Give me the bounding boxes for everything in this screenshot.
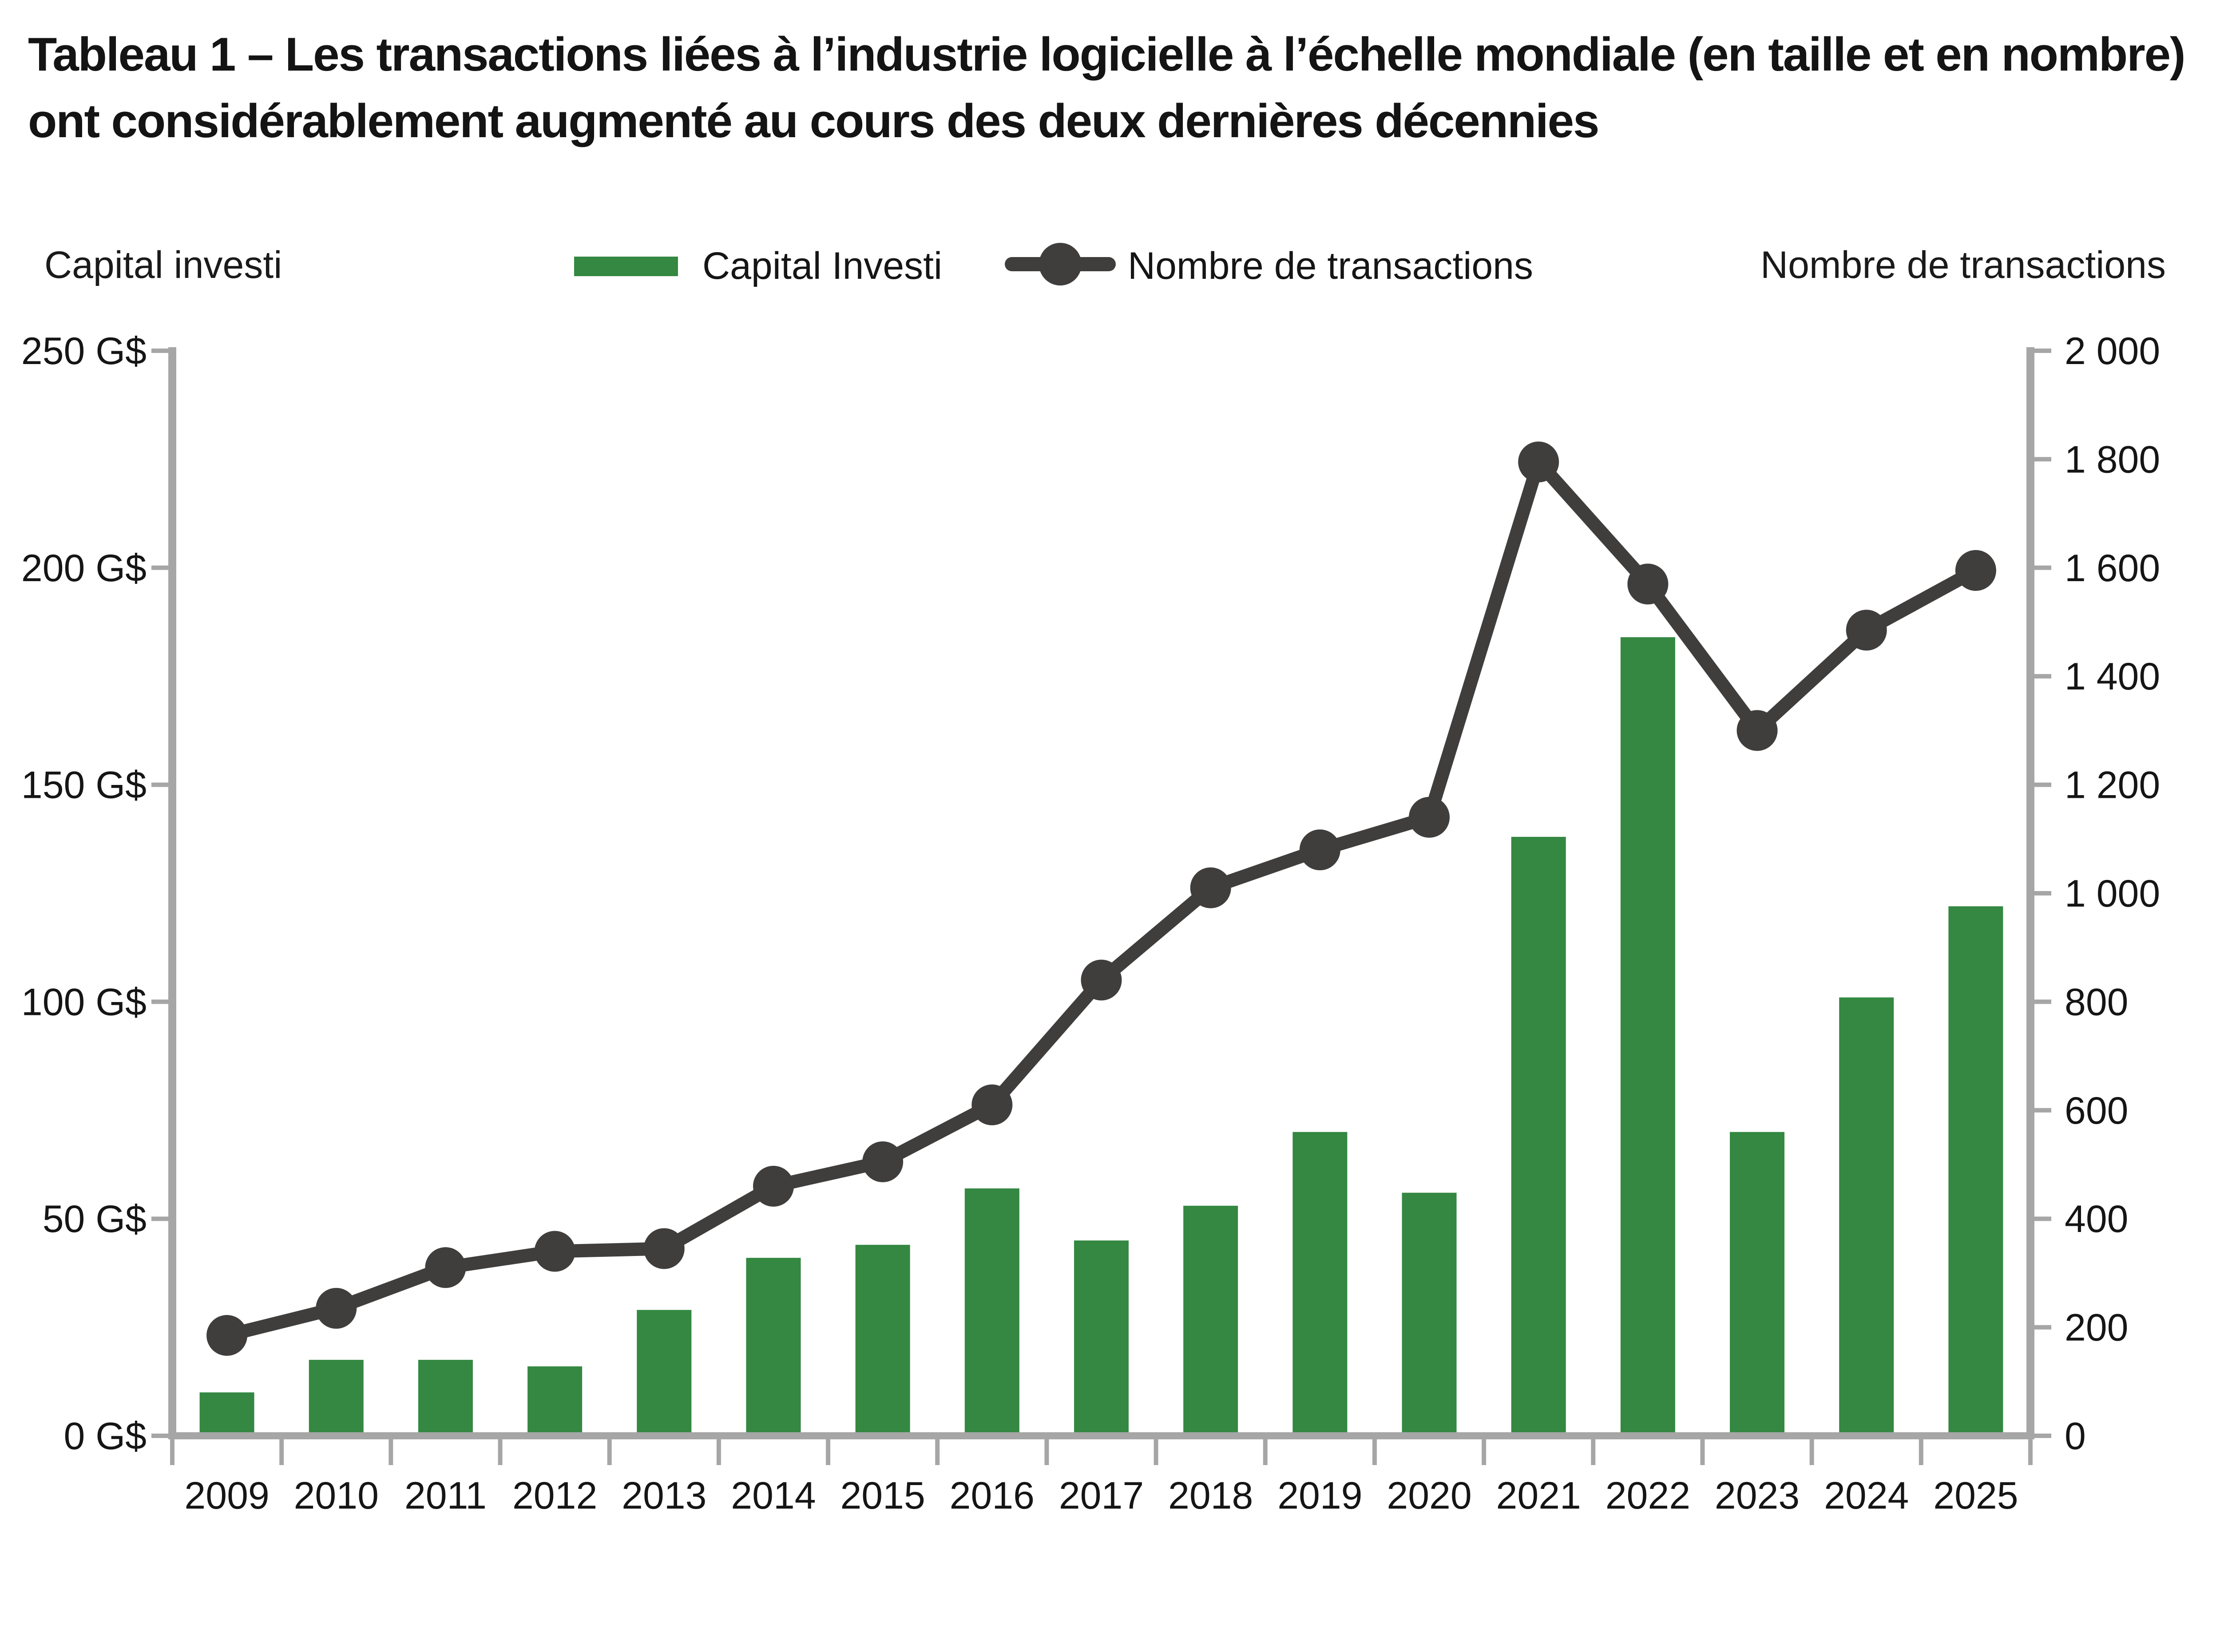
bar-2015 xyxy=(855,1244,910,1436)
bar-2011 xyxy=(418,1359,473,1436)
point-2016 xyxy=(971,1084,1013,1125)
x-category-label: 2016 xyxy=(950,1474,1035,1517)
bar-2013 xyxy=(637,1310,692,1436)
right-tick-label: 600 xyxy=(2065,1089,2129,1132)
legend-line-marker-icon xyxy=(1005,242,1116,286)
left-tick-label: 0 G$ xyxy=(64,1415,147,1458)
x-category-label: 2011 xyxy=(404,1474,487,1517)
bar-2014 xyxy=(746,1258,801,1436)
right-tick-label: 1 200 xyxy=(2065,764,2160,807)
point-2010 xyxy=(316,1288,357,1329)
chart-title: Tableau 1 – Les transactions liées à l’i… xyxy=(28,28,2186,147)
bar-2018 xyxy=(1183,1205,1238,1436)
point-2020 xyxy=(1409,796,1450,838)
x-category-label: 2009 xyxy=(184,1474,269,1517)
bar-2023 xyxy=(1730,1132,1785,1436)
right-tick-label: 1 800 xyxy=(2065,438,2160,481)
transactions-line xyxy=(220,455,1982,1342)
bar-2020 xyxy=(1402,1192,1457,1436)
right-tick-label: 1 600 xyxy=(2065,547,2160,590)
point-2025 xyxy=(1955,550,1996,591)
x-category-label: 2012 xyxy=(512,1474,597,1517)
right-tick-label: 1 000 xyxy=(2065,872,2160,915)
bar-2021 xyxy=(1511,836,1566,1436)
point-2023 xyxy=(1736,710,1778,751)
x-category-label: 2018 xyxy=(1168,1474,1253,1517)
left-axis-title: Capital investi xyxy=(44,244,282,286)
point-2012 xyxy=(534,1231,575,1272)
x-category-label: 2013 xyxy=(622,1474,706,1517)
x-category-label: 2019 xyxy=(1277,1474,1362,1517)
right-tick-label: 1 400 xyxy=(2065,655,2160,698)
x-category-label: 2023 xyxy=(1715,1474,1800,1517)
bar-2025 xyxy=(1948,906,2003,1436)
right-tick-label: 400 xyxy=(2065,1198,2129,1240)
right-tick-label: 800 xyxy=(2065,981,2129,1023)
x-category-label: 2021 xyxy=(1496,1474,1581,1517)
left-tick-label: 150 G$ xyxy=(21,764,147,807)
left-tick-label: 50 G$ xyxy=(43,1198,147,1240)
left-tick-label: 100 G$ xyxy=(21,981,147,1023)
point-2014 xyxy=(753,1165,794,1207)
right-tick-label: 2 000 xyxy=(2065,330,2160,372)
point-2022 xyxy=(1627,563,1669,605)
x-category-label: 2022 xyxy=(1606,1474,1690,1517)
left-tick-label: 200 G$ xyxy=(21,547,147,590)
bar-2009 xyxy=(199,1392,254,1436)
legend-line-label: Nombre de transactions xyxy=(1128,245,1533,287)
left-tick-label: 250 G$ xyxy=(21,330,147,372)
point-2011 xyxy=(425,1247,466,1288)
x-category-label: 2025 xyxy=(1933,1474,2018,1517)
point-2015 xyxy=(862,1141,904,1182)
bar-2016 xyxy=(964,1188,1019,1436)
x-category-label: 2010 xyxy=(294,1474,379,1517)
bar-2012 xyxy=(527,1366,583,1436)
point-2024 xyxy=(1846,610,1887,651)
x-category-label: 2017 xyxy=(1059,1474,1144,1517)
legend-bar-label: Capital Investi xyxy=(702,245,943,287)
x-category-label: 2024 xyxy=(1824,1474,1909,1517)
right-axis-title: Nombre de transactions xyxy=(1760,244,2166,286)
point-2013 xyxy=(643,1228,685,1269)
x-category-label: 2020 xyxy=(1387,1474,1471,1517)
point-2009 xyxy=(206,1315,248,1356)
point-2018 xyxy=(1190,867,1231,908)
bar-2019 xyxy=(1292,1132,1348,1436)
point-2017 xyxy=(1081,959,1122,1001)
x-category-label: 2015 xyxy=(840,1474,925,1517)
point-2019 xyxy=(1299,829,1340,871)
legend-bar-swatch-icon xyxy=(574,257,678,276)
bar-2010 xyxy=(309,1359,364,1436)
bar-2024 xyxy=(1839,997,1894,1436)
bar-2017 xyxy=(1074,1240,1129,1436)
bar-2022 xyxy=(1620,637,1675,1436)
point-2021 xyxy=(1518,441,1559,483)
x-category-label: 2014 xyxy=(731,1474,816,1517)
right-tick-label: 200 xyxy=(2065,1307,2129,1349)
right-tick-label: 0 xyxy=(2065,1415,2086,1458)
